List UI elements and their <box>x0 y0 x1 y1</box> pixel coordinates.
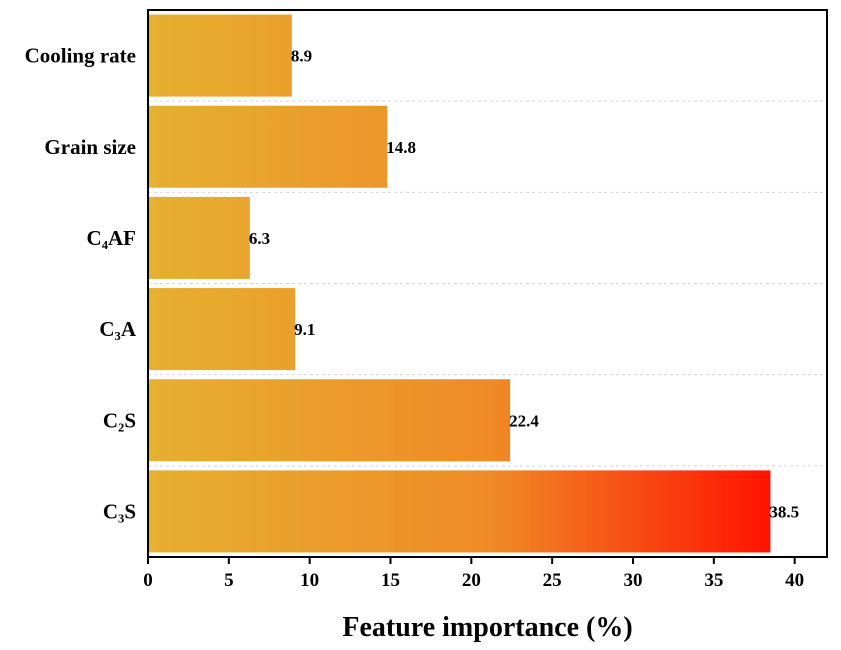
bar <box>148 470 771 553</box>
x-tick-label: 20 <box>462 570 481 591</box>
x-tick-label: 30 <box>624 570 643 591</box>
data-label: 22.4 <box>509 411 539 430</box>
category-label: Grain size <box>44 135 136 159</box>
x-tick-label: 35 <box>704 570 723 591</box>
x-tick-label: 25 <box>543 570 562 591</box>
category-label: Cooling rate <box>25 44 136 68</box>
x-axis-ticks: 0 5 10 15 20 25 30 35 40 <box>143 557 804 591</box>
bar <box>148 14 292 97</box>
category-label: C₃S <box>103 499 136 523</box>
grid-lines <box>148 100 827 467</box>
x-tick-label: 5 <box>224 570 234 591</box>
category-label: C₄AF <box>87 226 136 250</box>
bars <box>148 14 771 553</box>
bar <box>148 105 388 188</box>
category-label: C₂S <box>103 408 136 432</box>
x-tick-label: 40 <box>785 570 804 591</box>
bar <box>148 196 250 279</box>
category-labels: Cooling rate Grain size C₄AF C₃A C₂S C₃S <box>25 44 137 524</box>
bar <box>148 288 296 371</box>
category-label: C₃A <box>99 317 136 341</box>
bar <box>148 379 511 462</box>
x-tick-label: 0 <box>143 570 153 591</box>
data-label: 6.3 <box>249 229 270 248</box>
data-labels: 8.9 14.8 6.3 9.1 22.4 38.5 <box>249 47 799 522</box>
x-axis-title: Feature importance (%) <box>342 612 632 643</box>
plot-frame <box>147 9 828 558</box>
x-tick-label: 15 <box>381 570 400 591</box>
data-label: 8.9 <box>291 47 312 66</box>
x-tick-label: 10 <box>300 570 319 591</box>
data-label: 9.1 <box>294 320 315 339</box>
data-label: 14.8 <box>386 138 416 157</box>
data-label: 38.5 <box>769 502 799 521</box>
